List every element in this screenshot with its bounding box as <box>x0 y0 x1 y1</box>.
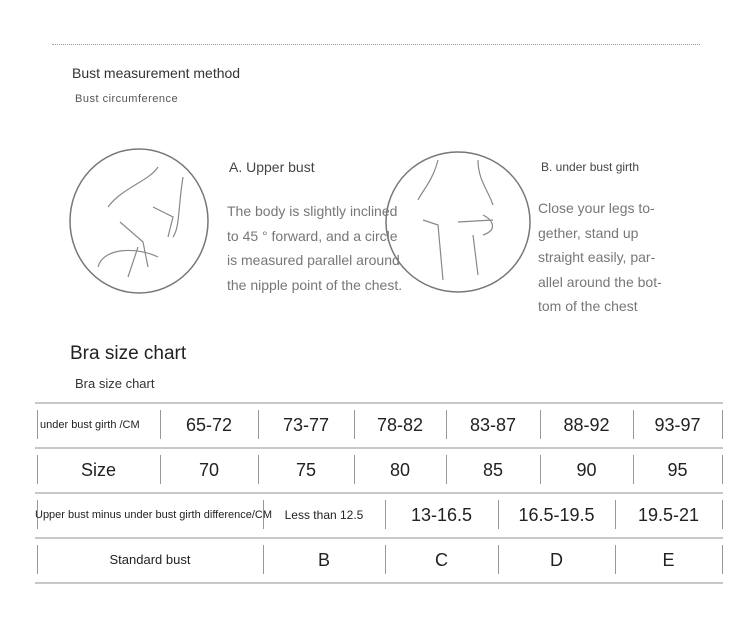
table-rule <box>35 537 723 539</box>
column-divider <box>446 455 447 484</box>
column-divider <box>722 455 723 484</box>
table-cell: 83-87 <box>469 414 517 435</box>
column-divider <box>498 545 499 574</box>
table-cell: 78-82 <box>376 414 424 435</box>
column-divider <box>722 545 723 574</box>
desc-line: the nipple point of the chest. <box>227 276 403 293</box>
table-rule <box>35 447 723 449</box>
table-cell: 80 <box>389 459 411 480</box>
table-cell: 70 <box>198 459 220 480</box>
column-divider <box>385 500 386 529</box>
table-cell: E <box>662 549 675 570</box>
column-divider <box>37 410 38 439</box>
column-divider <box>615 545 616 574</box>
under-bust-description: Close your legs to- gether, stand up str… <box>538 196 662 319</box>
column-divider <box>540 455 541 484</box>
column-divider <box>540 410 541 439</box>
desc-line: Close your legs to- <box>538 200 655 216</box>
table-cell: 13-16.5 <box>410 504 473 525</box>
desc-line: to 45 ° forward, and a circle <box>227 227 398 244</box>
column-divider <box>354 455 355 484</box>
chart-subtitle: Bra size chart <box>75 376 155 391</box>
table-cell: 73-77 <box>282 414 330 435</box>
table-cell: C <box>435 549 448 570</box>
table-rule <box>35 402 723 404</box>
upper-bust-illustration <box>69 148 209 294</box>
desc-line: The body is slightly inclined <box>227 203 398 219</box>
column-divider <box>354 410 355 439</box>
under-bust-illustration <box>385 151 531 293</box>
column-divider <box>263 500 264 529</box>
desc-line: allel around the bot- <box>538 273 662 290</box>
column-divider <box>263 545 264 574</box>
table-cell: 75 <box>295 459 317 480</box>
table-cell: 19.5-21 <box>637 504 700 525</box>
table-cell: Less than 12.5 <box>284 507 364 522</box>
dotted-divider <box>52 44 700 45</box>
table-rule <box>35 582 723 584</box>
section-heading: Bust measurement method <box>72 65 241 81</box>
column-divider <box>37 500 38 529</box>
table-cell: 65-72 <box>185 414 233 435</box>
column-divider <box>37 545 38 574</box>
desc-line: tom of the chest <box>538 298 638 314</box>
column-divider <box>258 455 259 484</box>
column-divider <box>385 545 386 574</box>
table-cell: 85 <box>482 459 504 480</box>
table-cell: 93-97 <box>654 414 701 435</box>
row-label: Size <box>80 459 116 480</box>
chart-title: Bra size chart <box>70 343 187 364</box>
column-divider <box>498 500 499 529</box>
table-cell: D <box>550 549 563 570</box>
column-divider <box>722 410 723 439</box>
column-divider <box>258 410 259 439</box>
desc-line: straight easily, par- <box>538 249 656 265</box>
column-divider <box>633 410 634 439</box>
table-cell: B <box>317 549 330 570</box>
desc-line: gether, stand up <box>538 224 639 241</box>
upper-bust-description: The body is slightly inclined to 45 ° fo… <box>227 199 402 297</box>
row-label: Standard bust <box>109 551 191 567</box>
table-cell: 95 <box>667 459 688 480</box>
row-label: under bust girth /CM <box>40 418 140 431</box>
table-cell: 88-92 <box>563 414 610 435</box>
column-divider <box>722 500 723 529</box>
table-cell: 90 <box>576 459 597 480</box>
table-cell: 16.5-19.5 <box>518 504 595 525</box>
under-bust-caption: B. under bust girth <box>541 160 640 174</box>
upper-bust-caption: A. Upper bust <box>229 159 315 175</box>
column-divider <box>160 410 161 439</box>
desc-line: is measured parallel around <box>227 252 400 268</box>
column-divider <box>633 455 634 484</box>
column-divider <box>37 455 38 484</box>
row-label: Upper bust minus under bust girth differ… <box>35 508 273 521</box>
section-subheading: Bust circumference <box>75 93 179 105</box>
column-divider <box>160 455 161 484</box>
column-divider <box>615 500 616 529</box>
table-rule <box>35 492 723 494</box>
column-divider <box>446 410 447 439</box>
